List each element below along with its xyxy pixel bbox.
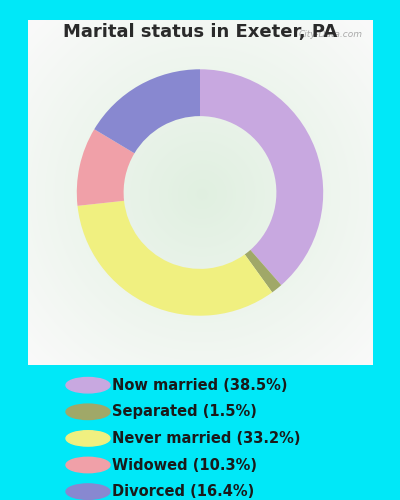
Wedge shape <box>245 250 281 292</box>
Circle shape <box>66 458 110 472</box>
Circle shape <box>66 404 110 419</box>
Text: Widowed (10.3%): Widowed (10.3%) <box>112 458 257 472</box>
Text: City-Data.com: City-Data.com <box>298 30 362 40</box>
Circle shape <box>66 430 110 446</box>
Text: Separated (1.5%): Separated (1.5%) <box>112 404 257 419</box>
Text: Marital status in Exeter, PA: Marital status in Exeter, PA <box>63 22 337 40</box>
Wedge shape <box>78 201 272 316</box>
Wedge shape <box>94 70 200 154</box>
Wedge shape <box>200 70 323 285</box>
Circle shape <box>66 378 110 393</box>
Text: Never married (33.2%): Never married (33.2%) <box>112 431 300 446</box>
Text: Now married (38.5%): Now married (38.5%) <box>112 378 288 392</box>
Wedge shape <box>77 129 134 206</box>
Text: Divorced (16.4%): Divorced (16.4%) <box>112 484 254 499</box>
Circle shape <box>66 484 110 500</box>
